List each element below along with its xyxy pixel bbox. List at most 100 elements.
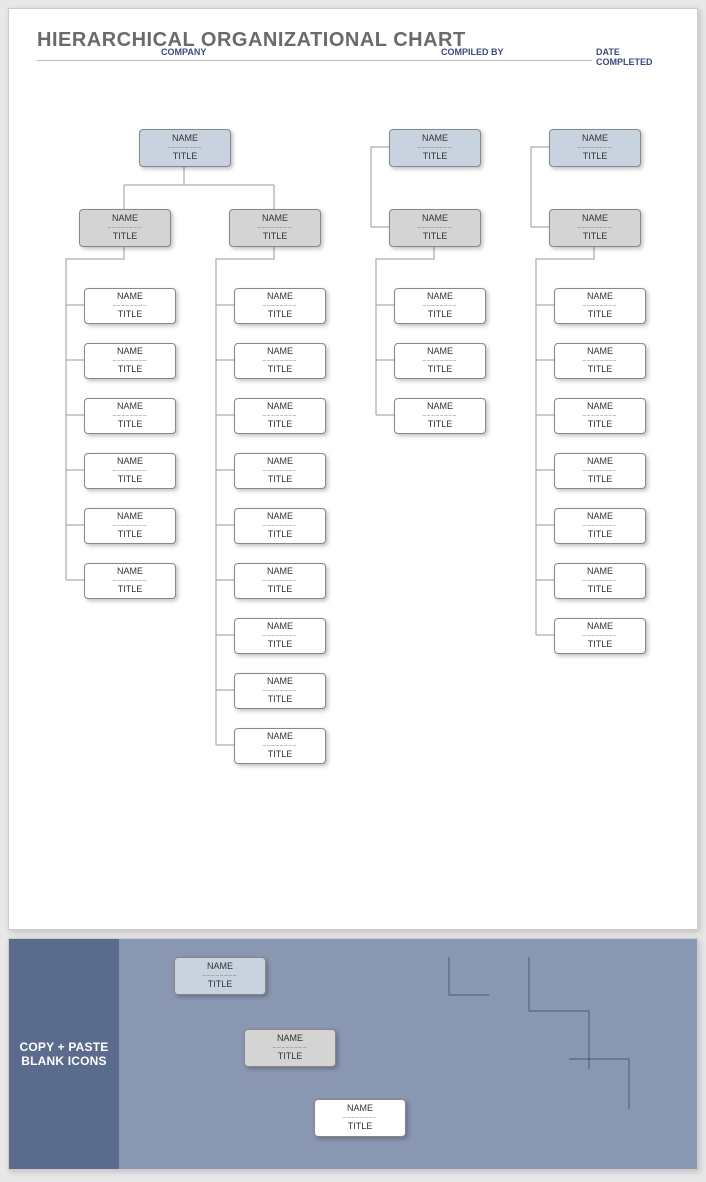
box-title-label: TITLE bbox=[555, 585, 645, 595]
palette-sample-box: NAME––––––––TITLE bbox=[314, 1099, 406, 1137]
org-box-tier2: NAME––––––––TITLE bbox=[79, 209, 171, 247]
org-chart-canvas: NAME––––––––TITLE NAME––––––––TITLE NAME––… bbox=[9, 84, 697, 929]
org-box-leaf: NAME––––––––TITLE bbox=[234, 398, 326, 434]
box-title-label: TITLE bbox=[245, 1052, 335, 1062]
org-chart-sheet: HIERARCHICAL ORGANIZATIONAL CHART COMPAN… bbox=[8, 8, 698, 930]
box-name-label: NAME bbox=[555, 292, 645, 302]
box-title-label: TITLE bbox=[390, 152, 480, 162]
box-title-label: TITLE bbox=[235, 750, 325, 760]
box-title-label: TITLE bbox=[235, 640, 325, 650]
box-title-label: TITLE bbox=[390, 232, 480, 242]
box-name-label: NAME bbox=[235, 677, 325, 687]
org-box-tier1: NAME––––––––TITLE bbox=[139, 129, 231, 167]
box-title-label: TITLE bbox=[235, 695, 325, 705]
org-box-leaf: NAME––––––––TITLE bbox=[234, 453, 326, 489]
org-box-leaf: NAME––––––––TITLE bbox=[554, 343, 646, 379]
box-title-label: TITLE bbox=[230, 232, 320, 242]
box-name-label: NAME bbox=[555, 347, 645, 357]
box-name-label: NAME bbox=[235, 567, 325, 577]
org-box-leaf: NAME––––––––TITLE bbox=[554, 508, 646, 544]
box-name-label: NAME bbox=[395, 292, 485, 302]
box-title-label: TITLE bbox=[85, 475, 175, 485]
box-name-label: NAME bbox=[85, 512, 175, 522]
box-name-label: NAME bbox=[555, 512, 645, 522]
box-title-label: TITLE bbox=[235, 310, 325, 320]
box-name-label: NAME bbox=[235, 457, 325, 467]
box-name-label: NAME bbox=[315, 1104, 405, 1114]
box-name-label: NAME bbox=[230, 214, 320, 224]
org-box-leaf: NAME––––––––TITLE bbox=[234, 618, 326, 654]
box-name-label: NAME bbox=[390, 214, 480, 224]
box-title-label: TITLE bbox=[395, 310, 485, 320]
org-box-leaf: NAME––––––––TITLE bbox=[394, 288, 486, 324]
org-box-leaf: NAME––––––––TITLE bbox=[554, 453, 646, 489]
box-name-label: NAME bbox=[85, 457, 175, 467]
box-title-label: TITLE bbox=[235, 420, 325, 430]
org-box-leaf: NAME––––––––TITLE bbox=[234, 673, 326, 709]
org-box-tier1: NAME––––––––TITLE bbox=[389, 129, 481, 167]
box-name-label: NAME bbox=[80, 214, 170, 224]
org-box-tier1: NAME––––––––TITLE bbox=[549, 129, 641, 167]
org-box-leaf: NAME––––––––TITLE bbox=[554, 563, 646, 599]
org-box-leaf: NAME––––––––TITLE bbox=[234, 728, 326, 764]
box-name-label: NAME bbox=[550, 134, 640, 144]
org-box-leaf: NAME––––––––TITLE bbox=[84, 563, 176, 599]
org-box-leaf: NAME––––––––TITLE bbox=[84, 453, 176, 489]
palette-sample-box: NAME––––––––TITLE bbox=[244, 1029, 336, 1067]
org-box-leaf: NAME––––––––TITLE bbox=[234, 343, 326, 379]
box-title-label: TITLE bbox=[235, 475, 325, 485]
box-name-label: NAME bbox=[395, 347, 485, 357]
box-name-label: NAME bbox=[555, 457, 645, 467]
org-box-tier2: NAME––––––––TITLE bbox=[389, 209, 481, 247]
box-name-label: NAME bbox=[85, 567, 175, 577]
org-box-leaf: NAME––––––––TITLE bbox=[84, 343, 176, 379]
header-row: COMPANY COMPILED BY DATE COMPLETED bbox=[37, 60, 669, 79]
box-name-label: NAME bbox=[390, 134, 480, 144]
org-box-leaf: NAME––––––––TITLE bbox=[554, 398, 646, 434]
box-title-label: TITLE bbox=[555, 420, 645, 430]
box-title-label: TITLE bbox=[235, 530, 325, 540]
header-company: COMPANY bbox=[157, 47, 210, 57]
org-box-leaf: NAME––––––––TITLE bbox=[554, 618, 646, 654]
box-name-label: NAME bbox=[85, 347, 175, 357]
header-date: DATE COMPLETED bbox=[592, 47, 669, 67]
box-title-label: TITLE bbox=[235, 585, 325, 595]
org-box-leaf: NAME––––––––TITLE bbox=[84, 398, 176, 434]
box-name-label: NAME bbox=[555, 567, 645, 577]
box-title-label: TITLE bbox=[555, 310, 645, 320]
header-compiled-by: COMPILED BY bbox=[437, 47, 508, 57]
org-box-leaf: NAME––––––––TITLE bbox=[554, 288, 646, 324]
palette-canvas: NAME––––––––TITLE NAME––––––––TITLE NAME––… bbox=[119, 939, 697, 1169]
box-name-label: NAME bbox=[235, 402, 325, 412]
org-box-leaf: NAME––––––––TITLE bbox=[84, 508, 176, 544]
box-title-label: TITLE bbox=[85, 420, 175, 430]
box-title-label: TITLE bbox=[80, 232, 170, 242]
box-title-label: TITLE bbox=[85, 365, 175, 375]
org-box-leaf: NAME––––––––TITLE bbox=[84, 288, 176, 324]
box-name-label: NAME bbox=[235, 622, 325, 632]
org-box-leaf: NAME––––––––TITLE bbox=[234, 563, 326, 599]
box-title-label: TITLE bbox=[555, 640, 645, 650]
box-name-label: NAME bbox=[245, 1034, 335, 1044]
box-name-label: NAME bbox=[235, 292, 325, 302]
box-title-label: TITLE bbox=[555, 530, 645, 540]
box-name-label: NAME bbox=[235, 732, 325, 742]
box-name-label: NAME bbox=[555, 622, 645, 632]
org-box-tier2: NAME––––––––TITLE bbox=[229, 209, 321, 247]
org-box-leaf: NAME––––––––TITLE bbox=[394, 398, 486, 434]
palette-label: COPY + PASTE BLANK ICONS bbox=[9, 939, 119, 1169]
org-box-leaf: NAME––––––––TITLE bbox=[234, 288, 326, 324]
box-title-label: TITLE bbox=[175, 980, 265, 990]
box-name-label: NAME bbox=[550, 214, 640, 224]
palette-sample-box: NAME––––––––TITLE bbox=[174, 957, 266, 995]
box-name-label: NAME bbox=[235, 347, 325, 357]
box-name-label: NAME bbox=[235, 512, 325, 522]
box-title-label: TITLE bbox=[550, 152, 640, 162]
box-title-label: TITLE bbox=[85, 530, 175, 540]
box-name-label: NAME bbox=[555, 402, 645, 412]
palette-sheet: COPY + PASTE BLANK ICONS NAME––––––––TIT… bbox=[8, 938, 698, 1170]
org-box-leaf: NAME––––––––TITLE bbox=[234, 508, 326, 544]
box-name-label: NAME bbox=[85, 292, 175, 302]
box-name-label: NAME bbox=[395, 402, 485, 412]
box-title-label: TITLE bbox=[85, 310, 175, 320]
